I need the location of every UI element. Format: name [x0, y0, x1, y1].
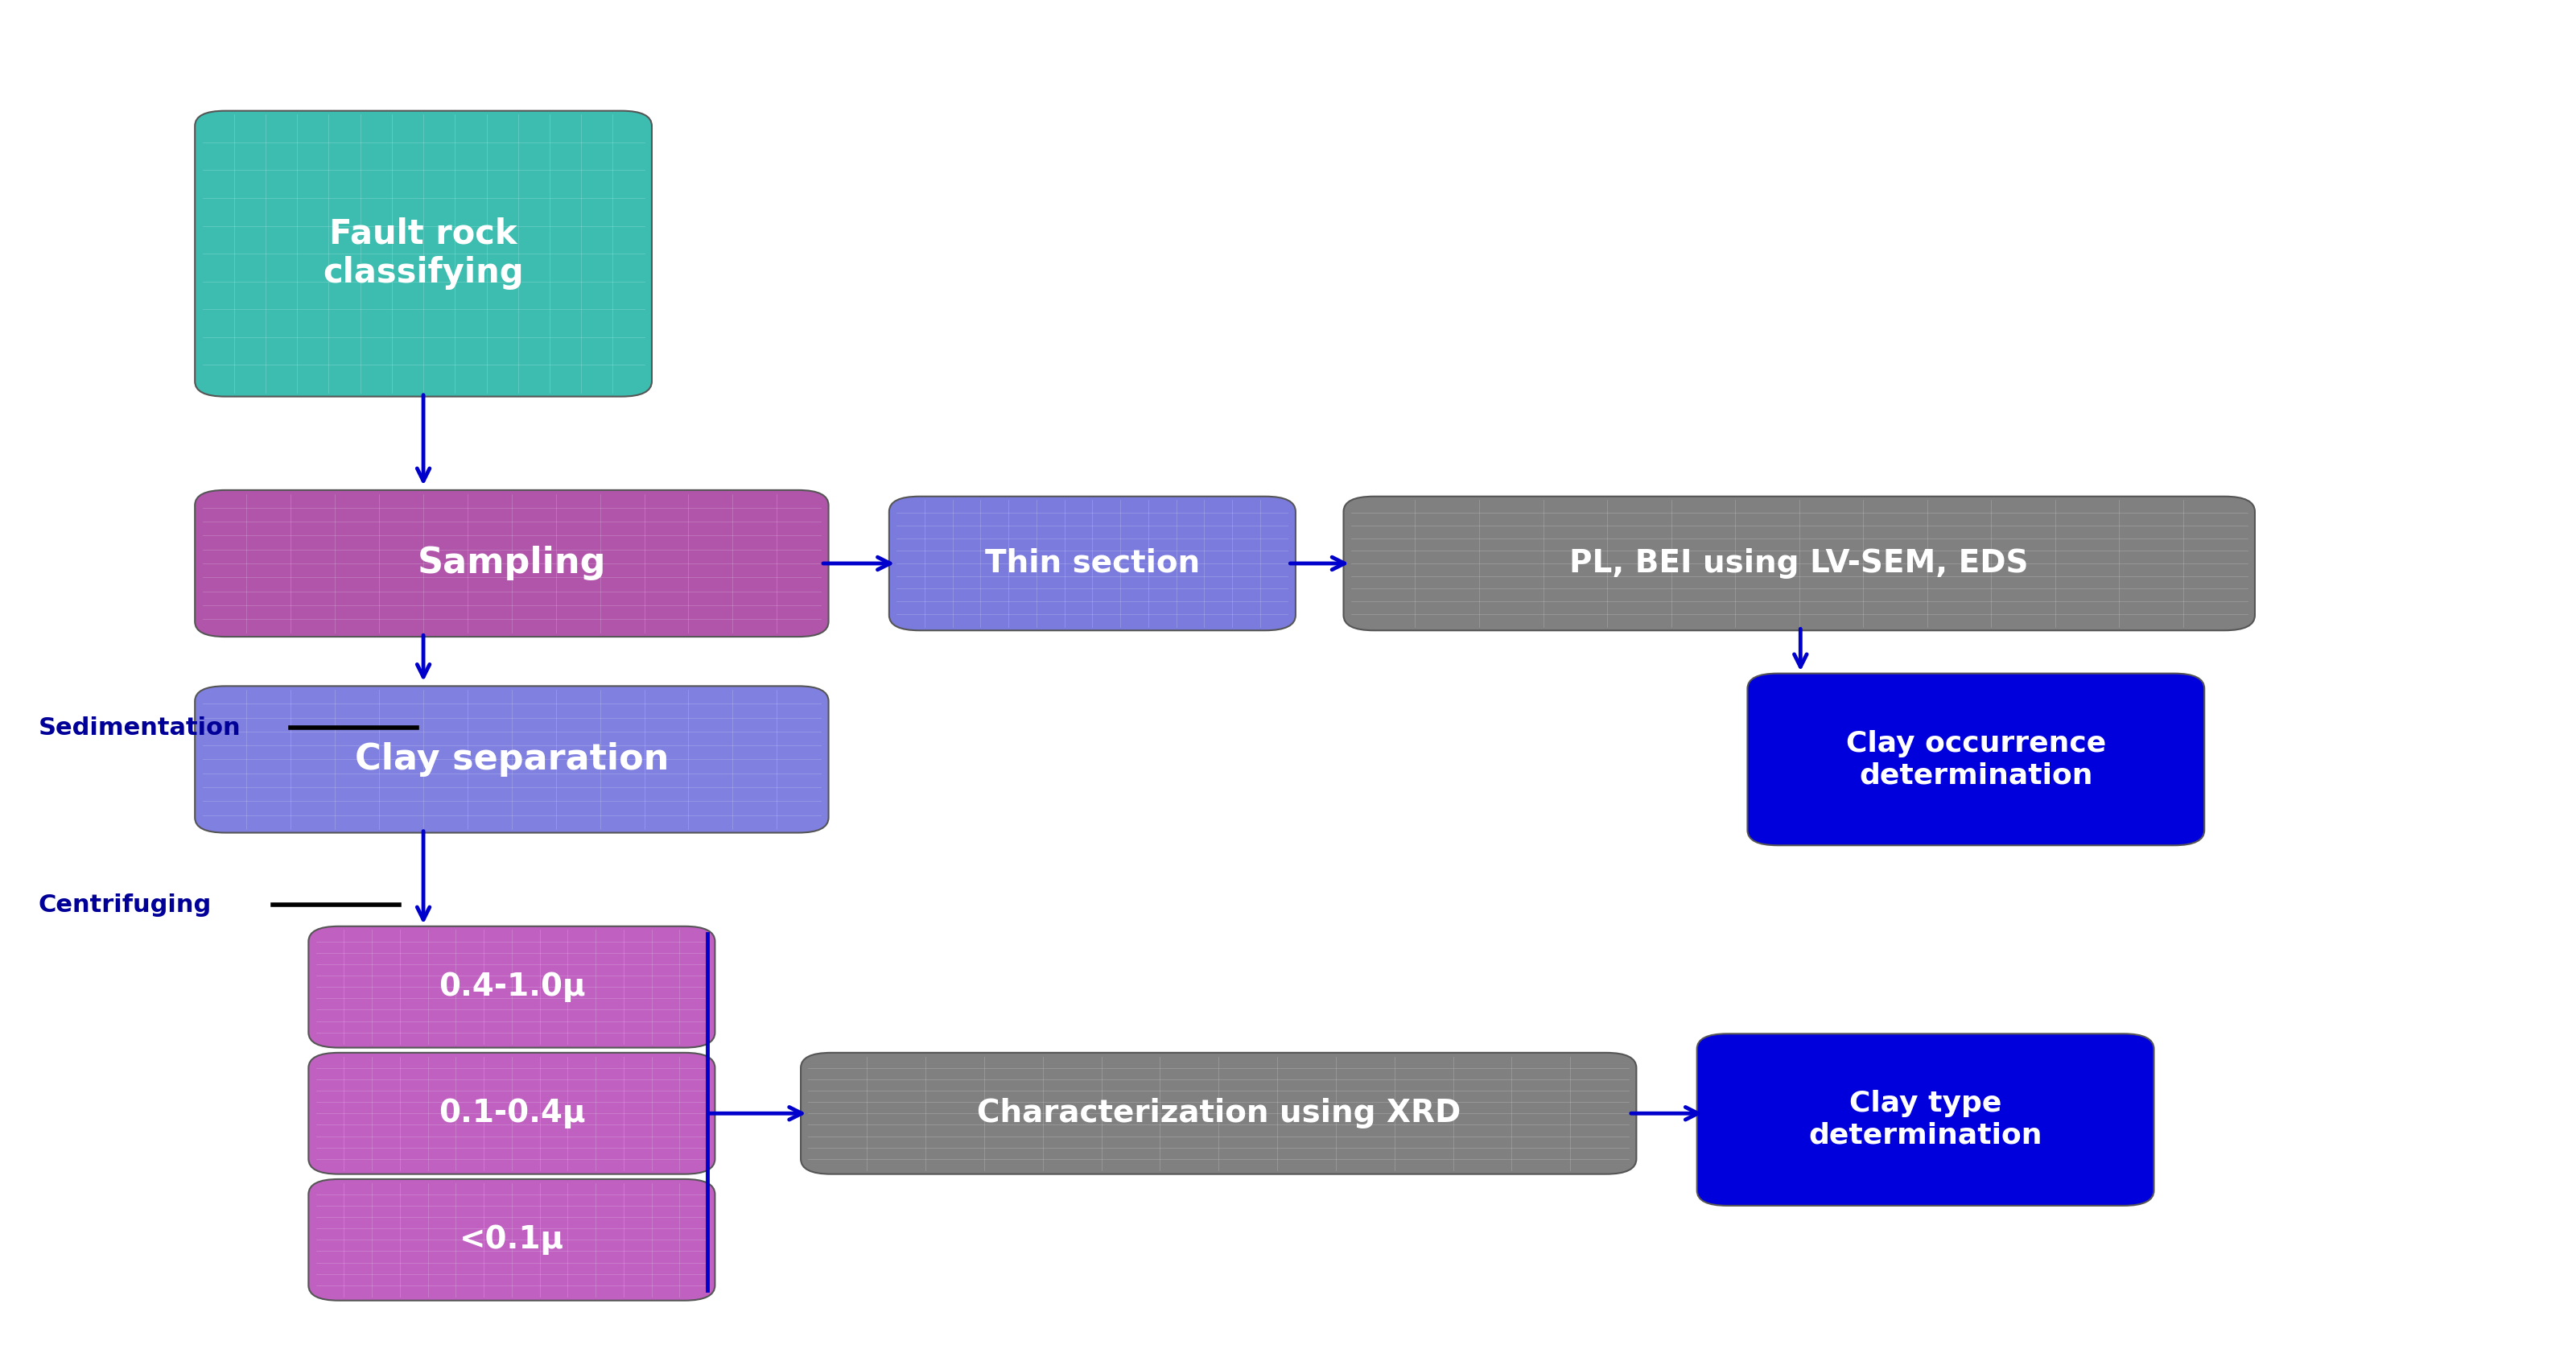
FancyBboxPatch shape: [196, 490, 829, 636]
Text: Thin section: Thin section: [984, 549, 1200, 578]
FancyBboxPatch shape: [309, 1053, 716, 1174]
Text: Sampling: Sampling: [417, 546, 605, 581]
FancyBboxPatch shape: [196, 110, 652, 397]
FancyBboxPatch shape: [309, 1180, 716, 1301]
FancyBboxPatch shape: [1747, 674, 2205, 846]
Text: <0.1μ: <0.1μ: [459, 1224, 564, 1255]
Text: 0.1-0.4μ: 0.1-0.4μ: [438, 1098, 585, 1128]
Text: Fault rock
classifying: Fault rock classifying: [322, 217, 523, 291]
Text: Characterization using XRD: Characterization using XRD: [976, 1098, 1461, 1128]
FancyBboxPatch shape: [1345, 496, 2254, 631]
Text: 0.4-1.0μ: 0.4-1.0μ: [438, 971, 585, 1002]
Text: Clay occurrence
determination: Clay occurrence determination: [1847, 730, 2107, 790]
FancyBboxPatch shape: [196, 686, 829, 833]
Text: PL, BEI using LV-SEM, EDS: PL, BEI using LV-SEM, EDS: [1569, 549, 2030, 578]
Text: Sedimentation: Sedimentation: [39, 716, 242, 740]
FancyBboxPatch shape: [1698, 1034, 2154, 1205]
Text: Clay separation: Clay separation: [355, 742, 670, 776]
FancyBboxPatch shape: [801, 1053, 1636, 1174]
FancyBboxPatch shape: [309, 927, 716, 1048]
Text: Centrifuging: Centrifuging: [39, 893, 211, 916]
FancyBboxPatch shape: [889, 496, 1296, 631]
Text: Clay type
determination: Clay type determination: [1808, 1091, 2043, 1149]
